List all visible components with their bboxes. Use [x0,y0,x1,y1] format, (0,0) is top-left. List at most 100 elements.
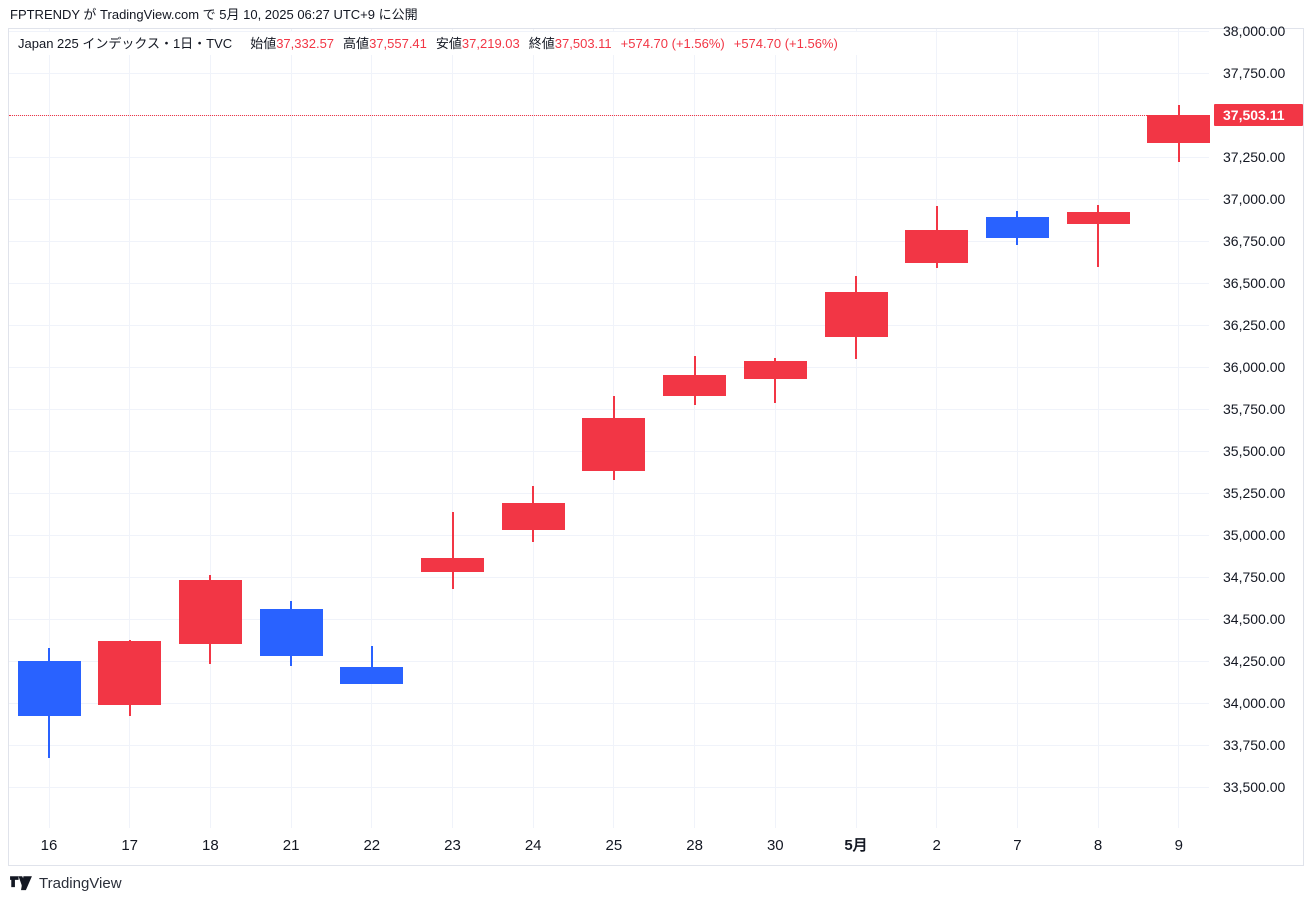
grid-line-horizontal [9,199,1209,200]
close-label: 終値 [528,36,555,51]
time-tick-label: 9 [1174,837,1183,854]
candle-body-up [824,292,888,337]
time-tick-label: 5月 [844,837,868,854]
grid-line-vertical [1097,29,1099,828]
grid-line-horizontal [9,619,1209,620]
grid-line-horizontal [9,493,1209,494]
grid-line-horizontal [9,283,1209,284]
grid-line-horizontal [9,367,1209,368]
price-tick-label: 37,750.00 [1223,65,1286,81]
candle-body-up [501,503,565,530]
candle-body-up [98,640,162,706]
price-tick-label: 36,500.00 [1223,275,1286,291]
high-label: 高値 [343,36,370,51]
grid-line-vertical [48,29,50,828]
open-label: 始値 [250,36,277,51]
time-tick-label: 16 [40,837,58,854]
price-tick-label: 34,500.00 [1223,611,1286,627]
price-tick-label: 34,000.00 [1223,695,1286,711]
symbol-title: Japan 225 インデックス・1日・TVC [18,36,233,51]
candle-body-down [17,661,81,717]
grid-line-vertical [209,29,211,828]
time-tick-label: 22 [363,837,381,854]
price-pane[interactable]: Japan 225 インデックス・1日・TVC 始値 37,332.57 高値 … [9,29,1211,828]
time-tick-label: 28 [686,837,703,854]
grid-line-horizontal [9,661,1209,662]
price-tick-label: 35,000.00 [1223,527,1286,543]
grid-line-vertical [129,29,131,828]
price-tick-label: 34,250.00 [1223,653,1286,669]
grid-line-vertical [452,29,453,828]
grid-line-horizontal [9,325,1209,326]
change-value-percent: +574.70 (+1.56%) [733,36,838,51]
candle-wick-up [451,512,454,589]
grid-line-vertical [1178,29,1180,828]
price-tick-label: 36,000.00 [1223,359,1286,375]
price-tick-label: 35,250.00 [1223,485,1286,501]
candle-body-down [340,666,404,685]
low-label: 安値 [435,36,462,51]
price-tick-label: 36,750.00 [1223,233,1286,249]
candle-body-up [663,374,727,396]
close-value: 37,503.11 [554,36,612,51]
grid-line-horizontal [9,577,1209,578]
candle-wick-up [1097,204,1100,268]
price-tick-label: 37,250.00 [1223,149,1286,165]
price-tick-label: 35,750.00 [1223,401,1286,417]
candle-body-down [985,216,1049,238]
time-tick-label: 17 [121,837,139,854]
attribution-text: FPTRENDY が TradingView.com で 5月 10, 2025… [10,7,418,22]
time-tick-label: 24 [524,837,542,854]
candle-body-up [1066,212,1130,225]
tradingview-logo-icon [10,875,32,890]
last-price-label: 37,503.11 [1214,103,1303,126]
chart-legend: Japan 225 インデックス・1日・TVC 始値 37,332.57 高値 … [18,32,857,55]
time-tick-label: 8 [1093,837,1103,854]
candle-wick-down [370,645,373,685]
time-tick-label: 25 [605,837,623,854]
grid-line-vertical [774,29,776,828]
grid-line-horizontal [9,31,1209,32]
last-price-line [9,114,1209,116]
grid-line-vertical [1016,29,1018,828]
price-tick-label: 33,500.00 [1223,779,1286,795]
grid-line-horizontal [9,787,1209,788]
candle-body-up [178,580,242,645]
grid-line-vertical [290,29,292,828]
grid-line-vertical [936,29,938,828]
grid-line-horizontal [9,241,1209,242]
candle-body-up [905,230,969,263]
time-tick-label: 2 [932,837,941,854]
tradingview-link[interactable]: TradingView [10,872,122,894]
chart-container: Japan 225 インデックス・1日・TVC 始値 37,332.57 高値 … [8,23,1304,866]
grid-line-horizontal [9,73,1209,74]
price-tick-label: 35,500.00 [1223,443,1286,459]
candle-body-up [1147,114,1211,144]
price-tick-label: 37,000.00 [1223,191,1286,207]
grid-line-horizontal [9,115,1209,116]
change-value: +574.70 (+1.56%) [620,36,725,51]
time-tick-label: 23 [444,837,461,854]
candle-body-down [259,608,323,656]
grid-line-horizontal [9,409,1209,410]
price-tick-label: 36,250.00 [1223,317,1286,333]
candle-body-up [743,361,807,379]
price-tick-label: 34,750.00 [1223,569,1286,585]
grid-line-horizontal [9,745,1209,746]
time-tick-label: 21 [282,837,300,854]
price-tick-label: 38,000.00 [1223,23,1286,39]
time-tick-label: 7 [1013,837,1022,854]
time-axis[interactable]: 16 17 18 21 22 23 24 25 28 30 5月 2 7 8 9 [9,828,1209,865]
candle-wick-up [774,357,777,404]
high-value: 37,557.41 [369,36,427,51]
grid-line-horizontal [9,157,1209,158]
time-tick-label: 18 [202,837,219,854]
tradingview-logo-text: TradingView [39,874,122,892]
price-tick-label: 33,750.00 [1223,737,1286,753]
grid-line-vertical [371,29,373,828]
grid-line-vertical [694,29,696,828]
time-tick-label: 30 [766,837,784,854]
grid-line-vertical [532,29,534,828]
grid-line-horizontal [9,535,1209,536]
price-axis[interactable]: 37,503.11 38,000.00 37,750.00 37,250.00 37,… [1209,23,1304,828]
